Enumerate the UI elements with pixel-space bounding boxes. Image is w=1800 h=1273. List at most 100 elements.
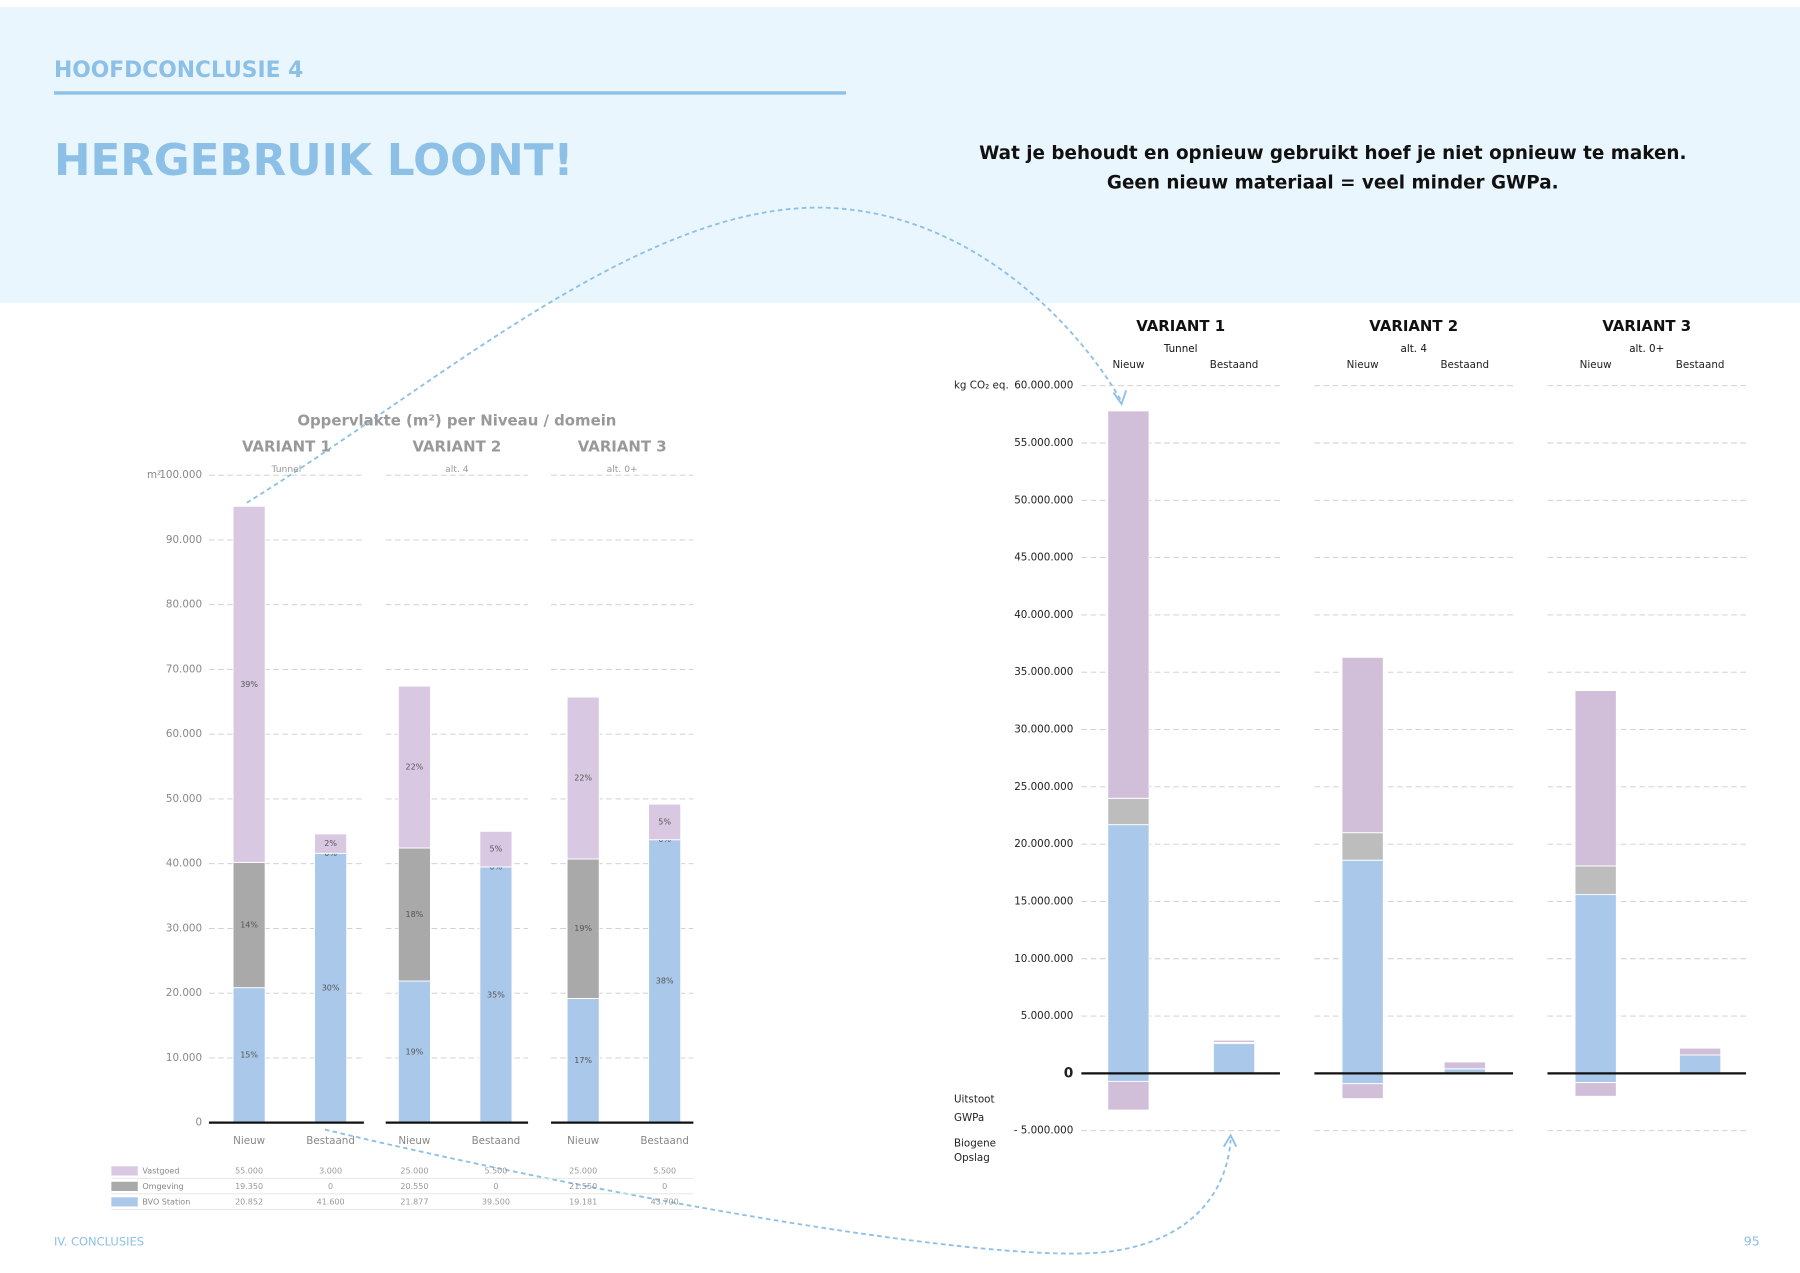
y-tick-label: 20.000 bbox=[166, 987, 202, 999]
group-subtitle: alt. 0+ bbox=[1629, 343, 1664, 355]
y-tick-label: 45.000.000 bbox=[1014, 552, 1073, 564]
bar-segment bbox=[648, 839, 682, 1124]
table-value: 5.500 bbox=[653, 1166, 676, 1175]
bar-segment bbox=[566, 858, 600, 999]
x-tick-label: Bestaand bbox=[1210, 359, 1259, 371]
share-label: 35% bbox=[487, 990, 505, 999]
x-tick-label: Nieuw bbox=[1347, 359, 1379, 371]
share-label: 18% bbox=[405, 910, 423, 919]
y-tick-label: 60.000.000 bbox=[1014, 380, 1073, 392]
group-subtitle: Tunnel bbox=[1163, 343, 1198, 355]
connector-arrow bbox=[246, 206, 1122, 504]
y-axis-label: m² bbox=[147, 469, 161, 481]
quote-line: Wat je behoudt en opnieuw gebruikt hoef … bbox=[979, 143, 1686, 164]
bar-segment bbox=[479, 866, 513, 1124]
group-subtitle: alt. 0+ bbox=[607, 464, 638, 475]
bar-segment bbox=[566, 998, 600, 1124]
y-tick-label: 5.000.000 bbox=[1021, 1010, 1074, 1022]
legend-swatch bbox=[111, 1181, 138, 1191]
y-tick-label: 15.000.000 bbox=[1014, 895, 1073, 907]
share-label: 30% bbox=[322, 983, 340, 992]
y-tick-label: 55.000.000 bbox=[1014, 437, 1073, 449]
share-label: 19% bbox=[405, 1047, 423, 1056]
share-label: 22% bbox=[405, 763, 423, 772]
bar-segment bbox=[1341, 1072, 1384, 1085]
group-subtitle: Tunnel bbox=[270, 464, 301, 475]
bar-segment bbox=[1107, 1080, 1150, 1111]
y-tick-label: 30.000 bbox=[166, 922, 202, 934]
y-tick-label: 40.000 bbox=[166, 858, 202, 870]
bar-segment bbox=[232, 861, 266, 989]
table-value: 21.877 bbox=[400, 1197, 428, 1206]
bar-segment bbox=[1107, 824, 1150, 1074]
bar-segment bbox=[1574, 1072, 1617, 1084]
x-tick-label: Nieuw bbox=[567, 1135, 599, 1147]
table-value: 5.500 bbox=[484, 1166, 507, 1175]
table-value: 0 bbox=[328, 1182, 333, 1191]
share-label: 17% bbox=[574, 1056, 592, 1065]
y-tick-label: 70.000 bbox=[166, 663, 202, 675]
x-tick-label: Nieuw bbox=[1112, 359, 1144, 371]
table-value: 19.350 bbox=[235, 1182, 263, 1191]
table-value: 19.181 bbox=[569, 1197, 597, 1206]
table-value: 25.000 bbox=[400, 1166, 428, 1175]
bar-segment bbox=[566, 696, 600, 860]
x-tick-label: Bestaand bbox=[306, 1135, 355, 1147]
x-tick-label: Bestaand bbox=[472, 1135, 521, 1147]
table-value: 55.000 bbox=[235, 1166, 263, 1175]
annotation: Uitstoot bbox=[954, 1094, 995, 1106]
x-tick-label: Nieuw bbox=[233, 1135, 265, 1147]
share-label: 5% bbox=[490, 845, 503, 854]
group-heading: VARIANT 2 bbox=[412, 438, 501, 456]
y-tick-label: 50.000.000 bbox=[1014, 494, 1073, 506]
bar-segment bbox=[1341, 859, 1384, 1074]
table-value: 20.550 bbox=[400, 1182, 428, 1191]
bar-segment bbox=[1341, 656, 1384, 834]
share-label: 15% bbox=[240, 1051, 258, 1060]
table-value: 21.550 bbox=[569, 1182, 597, 1191]
bar-segment bbox=[1574, 865, 1617, 896]
bar-segment bbox=[1574, 690, 1617, 867]
group-heading: VARIANT 3 bbox=[578, 438, 667, 456]
bar-segment bbox=[1443, 1061, 1486, 1070]
bar-segment bbox=[314, 833, 348, 854]
y-tick-label: - 5.000.000 bbox=[1014, 1125, 1074, 1137]
bar-segment bbox=[232, 987, 266, 1124]
y-tick-label: 30.000.000 bbox=[1014, 724, 1073, 736]
y-tick-label: 0 bbox=[195, 1117, 202, 1129]
table-value: 0 bbox=[493, 1182, 498, 1191]
bar-segment bbox=[397, 685, 431, 849]
bar-segment bbox=[1212, 1043, 1256, 1074]
table-value: 41.600 bbox=[317, 1197, 345, 1206]
share-label: 39% bbox=[240, 680, 258, 689]
annotation: Biogene bbox=[954, 1137, 996, 1149]
table-value: 20.852 bbox=[235, 1197, 263, 1206]
x-tick-label: Nieuw bbox=[398, 1135, 430, 1147]
table-value: 43.700 bbox=[651, 1197, 679, 1206]
chart-title: Oppervlakte (m²) per Niveau / domein bbox=[297, 411, 616, 429]
y-tick-label: 0 bbox=[1064, 1065, 1074, 1081]
bar-segment bbox=[1107, 410, 1150, 799]
connector-arrow bbox=[324, 1128, 1232, 1255]
bar-segment bbox=[1107, 797, 1150, 826]
bar-segment bbox=[1107, 1072, 1150, 1082]
bar-segment bbox=[1574, 894, 1617, 1074]
quote-line: Geen nieuw materiaal = veel minder GWPa. bbox=[1107, 173, 1559, 194]
share-label: 2% bbox=[324, 839, 337, 848]
bar-segment bbox=[648, 803, 682, 841]
share-label: 22% bbox=[574, 774, 592, 783]
y-tick-label: 80.000 bbox=[166, 599, 202, 611]
x-tick-label: Bestaand bbox=[1440, 359, 1489, 371]
legend-label: BVO Station bbox=[142, 1197, 190, 1206]
bar-segment bbox=[397, 980, 431, 1124]
group-subtitle: alt. 4 bbox=[1401, 343, 1427, 355]
table-value: 39.500 bbox=[482, 1197, 510, 1206]
bar-segment bbox=[397, 847, 431, 982]
bar-segment bbox=[479, 830, 513, 868]
bar-segment bbox=[1212, 1039, 1256, 1043]
bar-segment bbox=[1679, 1047, 1722, 1056]
annotation: Opslag bbox=[954, 1152, 990, 1164]
y-tick-label: 20.000.000 bbox=[1014, 838, 1073, 850]
y-tick-label: 100.000 bbox=[159, 469, 202, 481]
